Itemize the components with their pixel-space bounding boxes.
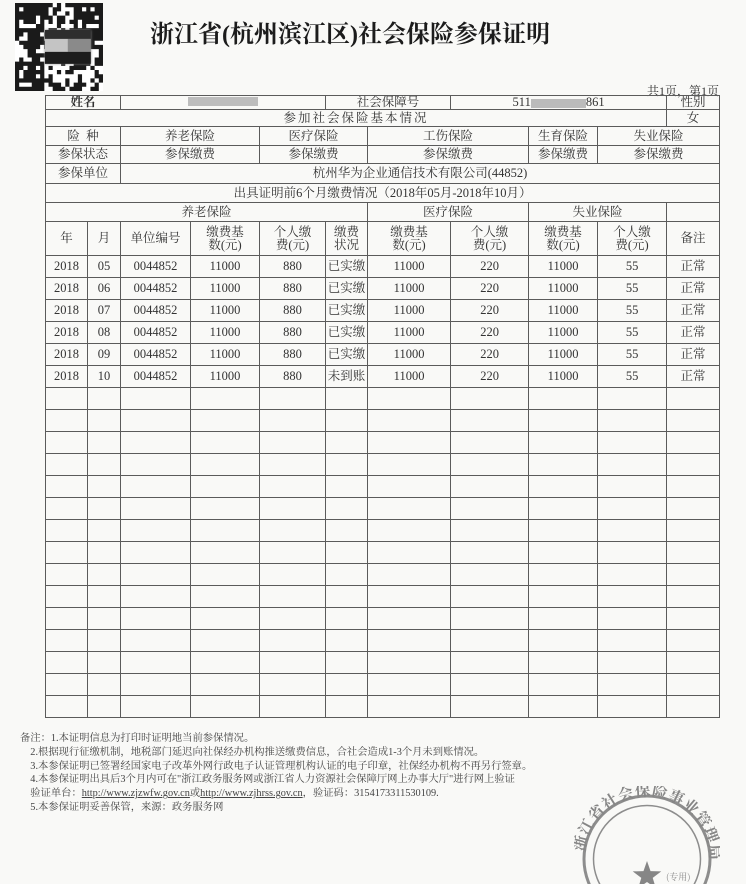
svg-text:浙江省社会保险事业管理局: 浙江省社会保险事业管理局	[574, 786, 720, 861]
svg-text:(专用): (专用)	[666, 870, 691, 883]
